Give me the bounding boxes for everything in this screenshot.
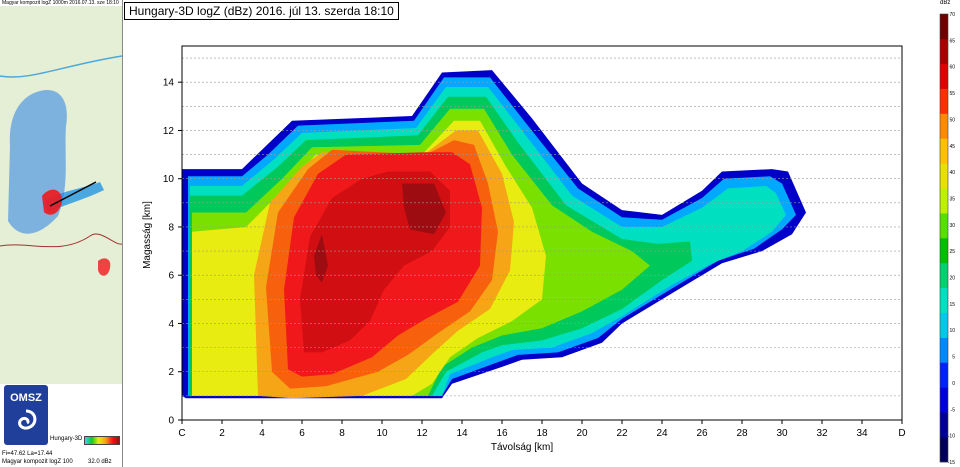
colorbar-segment bbox=[940, 262, 948, 289]
y-tick-label: 0 bbox=[168, 416, 174, 427]
x-tick-label: 24 bbox=[656, 428, 668, 439]
colorbar-segment bbox=[940, 188, 948, 214]
y-tick-label: 8 bbox=[168, 222, 174, 233]
x-tick-label: 8 bbox=[339, 428, 345, 439]
omsz-logo: OMSZ bbox=[4, 385, 48, 445]
radar-echo-east bbox=[98, 258, 111, 276]
colorbar-tick-label: 10 bbox=[949, 328, 955, 334]
colorbar-segment bbox=[940, 88, 948, 114]
colorbar-tick-label: 40 bbox=[949, 170, 955, 176]
colorbar-tick-label: 25 bbox=[949, 249, 955, 255]
radar-echo-core bbox=[42, 189, 62, 215]
legend-caption: Hungary-3D bbox=[50, 436, 83, 442]
colorbar-segment bbox=[940, 387, 948, 413]
y-axis-label: Magasság [km] bbox=[142, 201, 153, 269]
composite-value: 32.0 dBz bbox=[88, 459, 112, 465]
colorbar-tick-label: 45 bbox=[949, 144, 955, 150]
grid-lines bbox=[182, 57, 902, 397]
colorbar-segment bbox=[940, 138, 948, 164]
colorbar-frame bbox=[939, 13, 949, 463]
y-tick-label: 14 bbox=[163, 78, 175, 89]
colorbar-segment bbox=[940, 362, 948, 388]
colorbar-segment bbox=[940, 412, 948, 438]
radar-minimap bbox=[0, 6, 122, 384]
x-tick-label: 28 bbox=[736, 428, 748, 439]
coordinates-readout: Fi=47.62 La=17.44 bbox=[2, 451, 53, 457]
colorbar-segment bbox=[940, 337, 948, 363]
colorbar-segment bbox=[940, 38, 948, 65]
colorbar-tick-label: 0 bbox=[952, 381, 955, 387]
colorbar-segment bbox=[940, 113, 948, 139]
x-tick-label: 12 bbox=[416, 428, 428, 439]
x-axis-label: Távolság [km] bbox=[491, 442, 553, 453]
x-tick-label: 2 bbox=[219, 428, 225, 439]
colorbar-unit: dBz bbox=[940, 0, 951, 6]
minimap-title: Magyar kompozit logZ 1000m 2016.07.13. s… bbox=[2, 0, 119, 6]
cross-section-line bbox=[49, 181, 97, 207]
colorbar-segment bbox=[940, 238, 948, 264]
colorbar-tick-label: 50 bbox=[949, 117, 955, 123]
reflectivity-layers bbox=[182, 70, 806, 399]
legend-color-scale bbox=[84, 436, 120, 445]
x-tick-label: 18 bbox=[536, 428, 548, 439]
colorbar-tick-label: 15 bbox=[949, 302, 955, 308]
x-tick-label: D bbox=[898, 428, 905, 439]
x-tick-label: 10 bbox=[376, 428, 388, 439]
y-tick-label: 10 bbox=[163, 174, 175, 185]
colorbar-segment bbox=[940, 163, 948, 189]
composite-label: Magyar kompozit logZ 100 bbox=[2, 459, 73, 465]
chart-title: Hungary-3D logZ (dBz) 2016. júl 13. szer… bbox=[124, 2, 399, 20]
colorbar-segment bbox=[940, 213, 948, 239]
y-tick-label: 4 bbox=[168, 319, 174, 330]
colorbar-segment bbox=[940, 14, 948, 40]
x-tick-label: 14 bbox=[456, 428, 468, 439]
x-tick-label: 6 bbox=[299, 428, 305, 439]
colorbar-tick-label: -5 bbox=[951, 407, 956, 413]
x-tick-label: 32 bbox=[816, 428, 828, 439]
x-tick-label: 4 bbox=[259, 428, 265, 439]
colorbar-tick-label: 30 bbox=[949, 223, 955, 229]
colorbar-tick-label: 5 bbox=[952, 355, 955, 361]
svg-text:OMSZ: OMSZ bbox=[10, 392, 42, 404]
colorbar-tick-label: 60 bbox=[949, 65, 955, 71]
x-tick-label: 34 bbox=[856, 428, 868, 439]
colorbar-tick-label: 55 bbox=[949, 91, 955, 97]
minimap-panel: Magyar kompozit logZ 1000m 2016.07.13. s… bbox=[0, 0, 123, 467]
y-tick-label: 2 bbox=[168, 367, 174, 378]
y-tick-label: 12 bbox=[163, 126, 175, 137]
colorbar-tick-label: 65 bbox=[949, 38, 955, 44]
colorbar-tick-label: 35 bbox=[949, 196, 955, 202]
x-tick-label: C bbox=[178, 428, 185, 439]
colorbar-segment bbox=[940, 437, 948, 463]
border-line bbox=[0, 233, 122, 248]
colorbar-segment bbox=[940, 312, 948, 338]
y-tick-label: 6 bbox=[168, 271, 174, 282]
river bbox=[0, 55, 122, 78]
colorbar-tick-label: -15 bbox=[948, 460, 955, 466]
colorbar: -15 -10 -5 0 5 10 15 20 25 30 35 40 45 50 55 60 65 70 bbox=[939, 12, 956, 466]
x-tick-label: 16 bbox=[496, 428, 508, 439]
x-tick-label: 30 bbox=[776, 428, 788, 439]
colorbar-segment bbox=[940, 63, 948, 89]
axes: C 2 4 6 8 10 12 14 16 18 20 22 24 26 28 30 32 34 D02468101… bbox=[142, 45, 906, 453]
dbz-contour-55-b bbox=[314, 234, 328, 283]
x-tick-label: 22 bbox=[616, 428, 628, 439]
colorbar-tick-label: 70 bbox=[949, 12, 955, 18]
colorbar-tick-label: 20 bbox=[949, 276, 955, 282]
colorbar-segment bbox=[940, 287, 948, 313]
x-tick-label: 26 bbox=[696, 428, 708, 439]
dbz-contour-55 bbox=[402, 183, 446, 235]
x-tick-label: 20 bbox=[576, 428, 588, 439]
colorbar-tick-label: -10 bbox=[948, 434, 955, 440]
